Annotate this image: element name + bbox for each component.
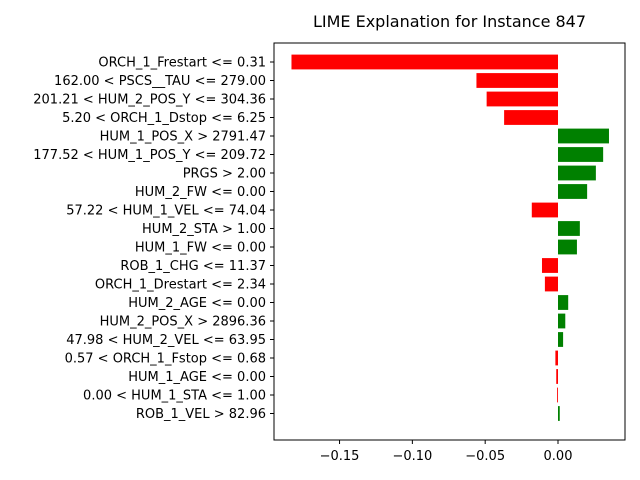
bar-7	[558, 184, 588, 199]
bar-11	[541, 258, 559, 273]
y-tick-label: 0.00 < HUM_1_STA <= 1.00	[83, 389, 266, 404]
bar-19	[558, 406, 560, 421]
y-tick-label: 57.22 < HUM_1_VEL <= 74.04	[66, 204, 266, 219]
bar-13	[558, 295, 569, 310]
bar-12	[544, 276, 559, 292]
bar-18	[557, 387, 559, 403]
y-tick-label: 47.98 < HUM_2_VEL <= 63.95	[66, 333, 266, 348]
bar-6	[558, 165, 596, 181]
x-tick-label: 0.00	[544, 449, 573, 464]
y-tick-label: ORCH_1_Frestart <= 0.31	[98, 56, 266, 71]
y-tick-label: PRGS > 2.00	[183, 167, 266, 182]
bar-2	[486, 91, 559, 107]
y-tick-label: HUM_1_FW <= 0.00	[135, 241, 266, 256]
bar-3	[504, 110, 559, 125]
bar-15	[558, 332, 564, 347]
bar-4	[558, 128, 609, 144]
y-tick-label: ROB_1_CHG <= 11.37	[120, 259, 266, 274]
bar-5	[558, 147, 604, 162]
y-tick-label: HUM_2_FW <= 0.00	[135, 185, 266, 200]
y-tick-label: ROB_1_VEL > 82.96	[136, 407, 266, 422]
bar-17	[556, 369, 559, 384]
bar-16	[555, 350, 559, 366]
y-tick-label: HUM_1_POS_X > 2791.47	[100, 130, 266, 145]
bars-group	[291, 54, 609, 421]
y-tick-label: HUM_2_POS_X > 2896.36	[100, 315, 266, 330]
plot-frame	[273, 42, 626, 441]
y-tick-label: 177.52 < HUM_1_POS_Y <= 209.72	[33, 148, 266, 163]
y-tick-label: HUM_2_STA > 1.00	[142, 222, 266, 237]
y-tick-label: 201.21 < HUM_2_POS_Y <= 304.36	[33, 93, 266, 108]
bar-10	[558, 239, 577, 255]
y-tick-label: HUM_1_AGE <= 0.00	[128, 370, 266, 385]
y-tick-labels: ORCH_1_Frestart <= 0.31 162.00 < PSCS__TA…	[33, 56, 274, 422]
y-tick-label: 0.57 < ORCH_1_Fstop <= 0.68	[65, 352, 266, 367]
y-tick-label: 162.00 < PSCS__TAU <= 279.00	[54, 74, 266, 89]
x-tick-label: −0.15	[320, 449, 360, 464]
x-ticks: −0.15 −0.10 −0.05 0.00	[320, 440, 573, 464]
bar-8	[531, 202, 559, 218]
x-tick-label: −0.05	[465, 449, 505, 464]
y-tick-label: 5.20 < ORCH_1_Dstop <= 6.25	[62, 111, 266, 126]
y-tick-label: ORCH_1_Drestart <= 2.34	[95, 278, 266, 293]
bar-14	[558, 313, 566, 329]
bar-0	[291, 54, 559, 70]
y-tick-label: HUM_2_AGE <= 0.00	[128, 296, 266, 311]
chart-title: LIME Explanation for Instance 847	[313, 12, 586, 31]
bar-9	[558, 221, 580, 236]
x-tick-label: −0.10	[392, 449, 432, 464]
bar-1	[476, 73, 559, 88]
